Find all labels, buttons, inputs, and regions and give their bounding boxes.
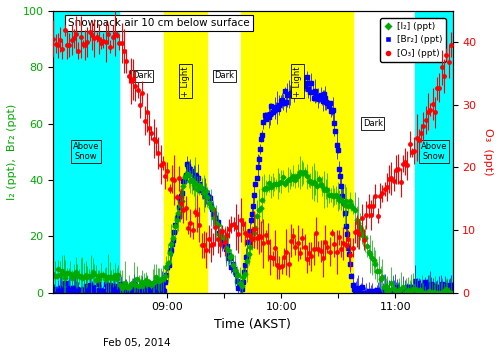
Text: Above
Snow: Above Snow — [420, 142, 447, 161]
Text: + Light: + Light — [181, 66, 190, 97]
Bar — [164, 11, 207, 293]
Text: Feb 05, 2014: Feb 05, 2014 — [102, 337, 170, 348]
Text: Above
Snow: Above Snow — [72, 142, 99, 161]
X-axis label: Time (AKST): Time (AKST) — [214, 318, 292, 331]
Text: Dark: Dark — [214, 71, 234, 80]
Text: Dark: Dark — [362, 119, 382, 128]
Bar — [53, 11, 120, 293]
Bar — [242, 11, 354, 293]
Text: Dark: Dark — [132, 71, 152, 80]
Legend: [I₂] (ppt), [Br₂] (ppt), [O₃] (ppt): [I₂] (ppt), [Br₂] (ppt), [O₃] (ppt) — [380, 18, 446, 61]
Y-axis label: O₃  (ppt): O₃ (ppt) — [483, 128, 493, 175]
Y-axis label: I₂ (ppt),  Br₂ (ppt): I₂ (ppt), Br₂ (ppt) — [7, 104, 17, 200]
Bar — [415, 11, 453, 293]
Text: Snowpack air 10 cm below surface: Snowpack air 10 cm below surface — [68, 18, 250, 28]
Text: + Light: + Light — [293, 66, 302, 97]
